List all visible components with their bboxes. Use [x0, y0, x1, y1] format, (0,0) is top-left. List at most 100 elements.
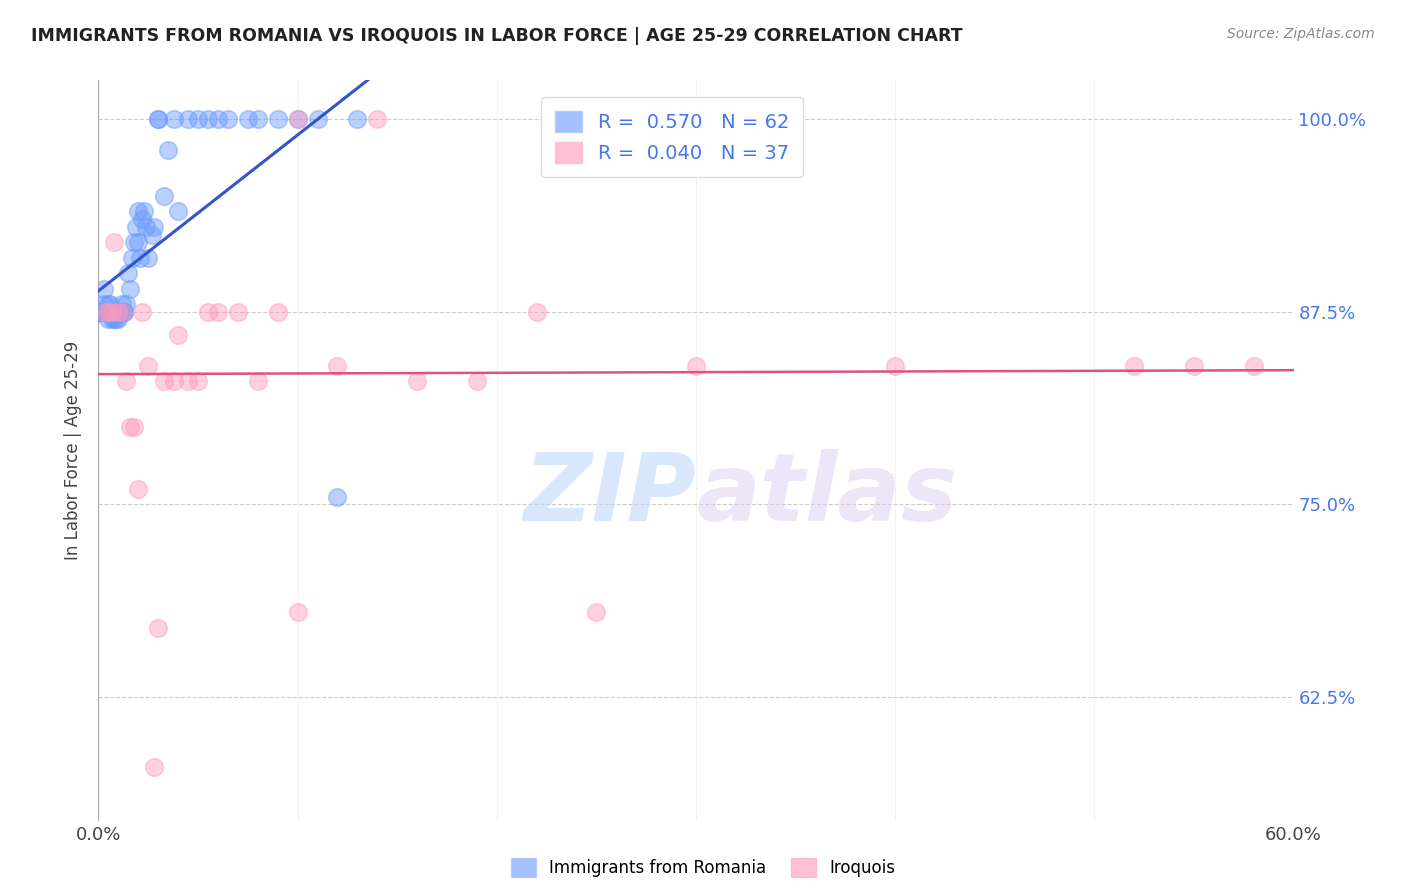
Point [127, 235, 149, 250]
Text: ZIP: ZIP [523, 449, 696, 541]
Point [884, 359, 907, 373]
Point [135, 219, 157, 234]
Point [366, 112, 388, 126]
Point [129, 251, 152, 265]
Point [87, 304, 110, 318]
Point [115, 297, 138, 311]
Point [143, 219, 166, 234]
Point [87, 304, 110, 318]
Point [246, 112, 269, 126]
Point [143, 759, 166, 773]
Point [326, 490, 349, 504]
Point [187, 112, 209, 126]
Point [326, 359, 349, 373]
Point [127, 204, 149, 219]
Point [98, 297, 122, 311]
Point [125, 219, 148, 234]
Point [1243, 359, 1265, 373]
Point [346, 112, 368, 126]
Point [105, 304, 128, 318]
Point [136, 359, 159, 373]
Point [110, 304, 132, 318]
Point [112, 304, 135, 318]
Point [97, 297, 120, 311]
Point [97, 304, 120, 318]
Point [107, 304, 129, 318]
Point [131, 212, 153, 227]
Point [101, 304, 124, 318]
Text: IMMIGRANTS FROM ROMANIA VS IROQUOIS IN LABOR FORCE | AGE 25-29 CORRELATION CHART: IMMIGRANTS FROM ROMANIA VS IROQUOIS IN L… [31, 27, 963, 45]
Point [117, 266, 139, 280]
Point [197, 112, 219, 126]
Point [110, 304, 132, 318]
Point [157, 143, 180, 157]
Point [177, 112, 200, 126]
Point [107, 304, 129, 318]
Point [197, 304, 219, 318]
Point [465, 374, 488, 388]
Point [121, 251, 143, 265]
Point [287, 606, 309, 620]
Point [97, 304, 120, 318]
Point [124, 420, 146, 434]
Point [87, 304, 110, 318]
Point [287, 112, 309, 126]
Point [207, 112, 229, 126]
Point [236, 112, 259, 126]
Point [111, 304, 134, 318]
Point [685, 359, 707, 373]
Point [112, 304, 135, 318]
Point [120, 420, 142, 434]
Point [93, 297, 115, 311]
Point [124, 235, 146, 250]
Point [141, 227, 163, 242]
Point [93, 304, 115, 318]
Point [96, 304, 118, 318]
Point [585, 606, 607, 620]
Point [163, 112, 186, 126]
Point [134, 204, 156, 219]
Point [93, 281, 115, 295]
Point [127, 482, 149, 496]
Legend: Immigrants from Romania, Iroquois: Immigrants from Romania, Iroquois [503, 852, 903, 884]
Point [307, 112, 329, 126]
Point [101, 312, 124, 326]
Point [163, 374, 186, 388]
Point [101, 304, 124, 318]
Point [148, 112, 170, 126]
Point [207, 304, 229, 318]
Point [97, 312, 120, 326]
Point [98, 304, 122, 318]
Point [148, 112, 170, 126]
Y-axis label: In Labor Force | Age 25-29: In Labor Force | Age 25-29 [65, 341, 83, 560]
Point [103, 235, 125, 250]
Point [148, 621, 170, 635]
Point [107, 312, 129, 326]
Point [1182, 359, 1205, 373]
Point [111, 297, 134, 311]
Text: Source: ZipAtlas.com: Source: ZipAtlas.com [1227, 27, 1375, 41]
Point [287, 112, 309, 126]
Point [153, 189, 176, 203]
Point [177, 374, 200, 388]
Point [87, 304, 110, 318]
Point [246, 374, 269, 388]
Point [167, 204, 190, 219]
Point [131, 304, 153, 318]
Point [111, 304, 134, 318]
Point [87, 304, 110, 318]
Legend: R =  0.570   N = 62, R =  0.040   N = 37: R = 0.570 N = 62, R = 0.040 N = 37 [541, 97, 803, 177]
Point [167, 327, 190, 342]
Point [217, 112, 239, 126]
Point [105, 312, 128, 326]
Point [267, 304, 290, 318]
Point [103, 304, 125, 318]
Point [136, 251, 159, 265]
Point [96, 304, 118, 318]
Point [226, 304, 249, 318]
Point [103, 312, 125, 326]
Point [187, 374, 209, 388]
Point [267, 112, 290, 126]
Text: atlas: atlas [696, 449, 957, 541]
Point [406, 374, 429, 388]
